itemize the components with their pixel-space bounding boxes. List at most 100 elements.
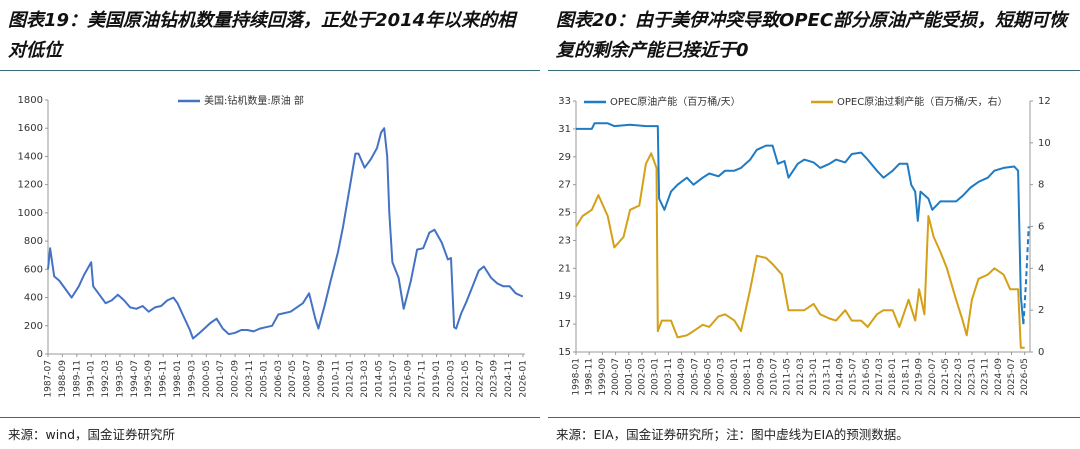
x-tick-label: 2010-11 (331, 360, 341, 398)
x-tick-label: 2004-09 (677, 358, 687, 396)
source: 来源：wind，国金证券研究所 (8, 427, 176, 442)
y-tick-label: 23 (558, 235, 571, 246)
legend-label: 美国:钻机数量:原油 部 (204, 94, 304, 107)
x-tick-label: 2012-03 (796, 358, 806, 396)
title-rule (548, 70, 1080, 71)
x-tick-label: 1991-01 (87, 360, 97, 398)
source-rule (548, 417, 1080, 418)
legend-label: OPEC原油产能（百万桶/天） (610, 95, 741, 108)
x-tick-label: 1998-01 (173, 360, 183, 398)
legend-label: OPEC原油过剩产能（百万桶/天，右） (837, 95, 1008, 108)
x-tick-label: 2001-05 (624, 358, 634, 396)
x-tick-label: 2002-09 (231, 360, 241, 398)
x-tick-label: 2022-07 (475, 360, 485, 398)
x-tick-label: 2026-01 (518, 360, 528, 398)
x-tick-label: 2007-05 (288, 360, 298, 398)
x-tick-label: 2001-07 (216, 360, 226, 398)
x-tick-label: 1987-07 (44, 360, 54, 398)
x-tick-label: 2003-11 (245, 360, 255, 398)
title-rule (0, 70, 540, 71)
y-tick-label: 27 (558, 180, 571, 191)
x-tick-label: 1999-09 (598, 358, 608, 396)
y-tick-label: 1600 (18, 123, 43, 134)
x-tick-label: 2002-03 (637, 358, 647, 396)
y-tick-label: 29 (558, 152, 571, 163)
y-tick-label: 25 (558, 208, 571, 219)
x-tick-label: 2017-03 (875, 358, 885, 396)
x-tick-label: 2022-03 (954, 358, 964, 396)
y-tick-label: 31 (558, 124, 571, 135)
source: 来源：EIA，国金证券研究所；注：图中虚线为EIA的预测数据。 (556, 427, 909, 442)
y-tick-label: 600 (24, 264, 43, 275)
x-tick-label: 2025-07 (1007, 358, 1017, 396)
x-tick-label: 2003-01 (651, 358, 661, 396)
x-tick-label: 1998-01 (572, 358, 582, 396)
forecast-line (1022, 226, 1030, 325)
x-tick-label: 1998-11 (585, 358, 595, 396)
x-tick-label: 1988-09 (58, 360, 68, 398)
x-tick-label: 2014-05 (375, 360, 385, 398)
y-tick-label: 1800 (18, 95, 43, 106)
y2-tick-label: 6 (1038, 222, 1044, 233)
x-tick-label: 1989-11 (72, 360, 82, 398)
chart: 15 17 19 21 23 25 27 29 31 33 0 2 4 6 8 10 12 1998-01 1998… (558, 95, 1051, 396)
x-tick-label: 2015-07 (389, 360, 399, 398)
x-tick-label: 2006-03 (274, 360, 284, 398)
series-line (576, 122, 1025, 325)
y-tick-label: 21 (558, 263, 571, 274)
x-tick-label: 2023-01 (967, 358, 977, 396)
x-tick-label: 1994-07 (130, 360, 140, 398)
x-tick-label: 2023-11 (981, 358, 991, 396)
x-tick-label: 1992-03 (101, 360, 111, 398)
y2-tick-label: 12 (1038, 96, 1051, 107)
y2-tick-label: 0 (1038, 347, 1044, 358)
x-tick-label: 2024-09 (994, 358, 1004, 396)
x-tick-label: 2012-01 (346, 360, 356, 398)
y2-tick-label: 4 (1038, 263, 1044, 274)
y-tick-label: 1200 (18, 180, 43, 191)
y-tick-label: 200 (24, 321, 43, 332)
x-tick-label: 2026-05 (1020, 358, 1030, 396)
x-tick-label: 2016-05 (862, 358, 872, 396)
chart: 0 200 400 600 800 1000 1200 1400 1600 1800 1987-07… (18, 94, 529, 398)
y-tick-label: 1000 (18, 208, 43, 219)
x-tick-label: 2008-01 (730, 358, 740, 396)
y-tick-label: 400 (24, 293, 43, 304)
chart-title: 图表19：美国原油钻机数量持续回落，正处于2014年以来的相对低位 (8, 10, 516, 61)
x-tick-label: 2010-07 (769, 358, 779, 396)
x-tick-label: 2013-11 (822, 358, 832, 396)
chart-title: 图表20：由于美伊冲突导致OPEC部分原油产能受损，短期可恢复的剩余产能已接近于… (556, 10, 1068, 61)
x-tick-label: 2018-11 (901, 358, 911, 396)
x-tick-label: 2003-11 (664, 358, 674, 396)
x-tick-label: 2000-07 (611, 358, 621, 396)
x-tick-label: 2000-05 (202, 360, 212, 398)
x-tick-label: 2009-09 (317, 360, 327, 398)
x-tick-label: 2014-09 (835, 358, 845, 396)
left-panel: 图表19：美国原油钻机数量持续回落，正处于2014年以来的相对低位 0 200 40… (0, 10, 540, 442)
x-tick-label: 2023-09 (490, 360, 500, 398)
y-tick-label: 15 (558, 347, 571, 358)
series-line (575, 152, 1025, 349)
x-tick-label: 2013-01 (809, 358, 819, 396)
y-tick-label: 1400 (18, 151, 43, 162)
y2-tick-label: 10 (1038, 138, 1051, 149)
x-tick-label: 1999-03 (187, 360, 197, 398)
x-tick-label: 2008-07 (303, 360, 313, 398)
x-tick-label: 2021-05 (461, 360, 471, 398)
x-tick-label: 1995-09 (144, 360, 154, 398)
source-rule (0, 417, 540, 418)
right-panel: 图表20：由于美伊冲突导致OPEC部分原油产能受损，短期可恢复的剩余产能已接近于… (548, 0, 1080, 449)
y-tick-label: 0 (37, 349, 43, 360)
x-tick-label: 2017-11 (418, 360, 428, 398)
x-tick-label: 2024-11 (504, 360, 514, 398)
x-tick-label: 2018-01 (888, 358, 898, 396)
x-tick-label: 1996-11 (159, 360, 169, 398)
x-tick-label: 2005-01 (259, 360, 269, 398)
x-tick-label: 2021-05 (941, 358, 951, 396)
x-tick-label: 2016-09 (403, 360, 413, 398)
y2-tick-label: 2 (1038, 305, 1044, 316)
x-tick-label: 2019-09 (915, 358, 925, 396)
x-tick-label: 2009-09 (756, 358, 766, 396)
x-tick-label: 2005-07 (690, 358, 700, 396)
x-tick-label: 2006-05 (703, 358, 713, 396)
